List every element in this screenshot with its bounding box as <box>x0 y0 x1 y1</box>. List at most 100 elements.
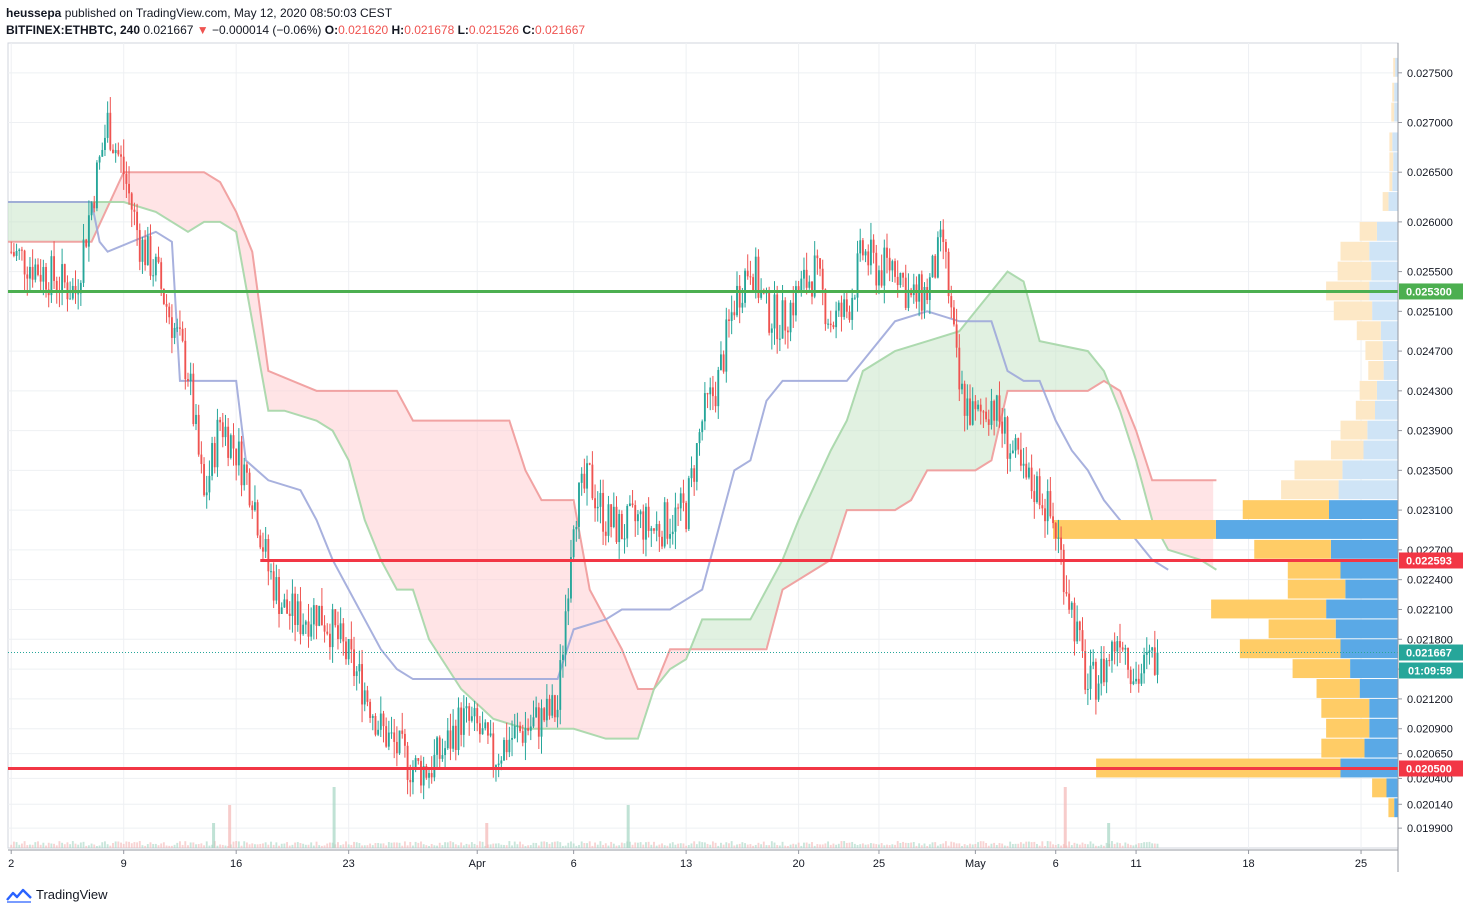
volume-bar <box>406 845 409 848</box>
candle <box>109 97 112 152</box>
horizontal-levels[interactable] <box>8 289 1398 770</box>
candle <box>468 702 471 736</box>
candle <box>1060 526 1063 565</box>
candle <box>928 273 931 315</box>
volume-bar <box>497 843 500 848</box>
volume-bar <box>835 844 838 848</box>
x-tick-label: 13 <box>680 858 692 870</box>
author-name[interactable]: heussepa <box>6 6 62 20</box>
candle-body <box>304 621 307 625</box>
candle-body <box>1054 523 1057 539</box>
candle-body <box>176 327 179 329</box>
volume-bar <box>642 844 645 848</box>
volume-bar <box>1044 845 1046 848</box>
candle <box>208 460 211 501</box>
candle <box>1057 519 1060 554</box>
candle-body <box>537 707 540 737</box>
volume-bar <box>478 841 481 848</box>
candle <box>768 286 771 336</box>
candle <box>12 243 15 258</box>
volume-bar <box>634 842 637 848</box>
candle-body <box>130 193 133 210</box>
volume-bar <box>1003 845 1006 848</box>
candle <box>720 341 722 371</box>
candle-body <box>757 256 760 298</box>
candle <box>891 259 894 282</box>
candle-body <box>792 302 795 316</box>
candle <box>350 621 353 664</box>
candle <box>634 500 637 537</box>
volume-bar <box>61 842 64 848</box>
vp-down-bar <box>1369 718 1398 738</box>
candle-body <box>580 473 583 483</box>
candle <box>947 248 950 304</box>
candle-body <box>596 506 599 509</box>
candle <box>977 400 979 412</box>
candle-body <box>570 557 572 599</box>
vp-down-bar <box>1364 738 1398 758</box>
vp-up-bar <box>1355 400 1375 420</box>
vp-up-bar <box>1292 659 1351 679</box>
candle-body <box>26 274 29 279</box>
volume-bar <box>387 842 390 848</box>
volume-bar <box>1030 842 1033 848</box>
candle-body <box>572 529 575 558</box>
candle <box>540 699 543 754</box>
volume-bar <box>521 844 524 848</box>
candle-body <box>1014 438 1017 451</box>
brand-name[interactable]: TradingView <box>36 887 108 902</box>
vp-up-bar <box>1382 192 1389 211</box>
volume-bar <box>904 842 907 848</box>
volume-bar <box>173 844 176 848</box>
candle <box>794 280 797 322</box>
volume-bar <box>939 844 942 848</box>
candle-body <box>347 639 350 660</box>
candle <box>532 700 535 729</box>
volume-bar <box>728 843 730 848</box>
volume-bar <box>714 842 717 848</box>
volume-bar <box>931 842 934 848</box>
candle-body <box>497 763 500 766</box>
candle <box>444 740 447 770</box>
volume-bar <box>827 841 830 848</box>
symbol-label[interactable]: BITFINEX:ETHBTC, 240 <box>6 23 141 37</box>
volume-bar <box>762 841 765 848</box>
candle-body <box>677 507 680 509</box>
volume-bar <box>398 842 401 848</box>
candle <box>409 764 412 797</box>
candle-body <box>165 304 168 307</box>
volume-bar <box>130 843 133 848</box>
candle-body <box>773 294 776 329</box>
volume-bar <box>982 841 985 848</box>
volume-bar <box>867 844 870 848</box>
volume-bar <box>1038 845 1041 848</box>
volume-bar <box>995 844 998 848</box>
volume-bar <box>974 844 977 848</box>
volume-bar <box>10 844 13 848</box>
candle <box>334 609 337 628</box>
candle-body <box>1092 661 1095 666</box>
candle-body <box>961 383 963 390</box>
candle <box>859 228 862 262</box>
candle-body <box>553 695 556 718</box>
candle-body <box>454 725 457 750</box>
candle <box>1073 597 1076 656</box>
candle <box>122 139 125 190</box>
candle-body <box>840 302 843 317</box>
volume-bar <box>208 845 211 848</box>
candle-body <box>500 760 503 764</box>
tradingview-logo-icon[interactable] <box>6 886 32 904</box>
candle <box>1081 617 1084 658</box>
volume-bar <box>144 845 147 848</box>
candle-body <box>1156 652 1159 675</box>
volume-bar <box>864 844 867 848</box>
candle-body <box>195 414 197 425</box>
candle-body <box>1006 417 1009 459</box>
volume-bar <box>403 841 406 848</box>
candle-body <box>133 209 136 212</box>
candle-body <box>926 287 929 300</box>
candle-body <box>861 240 864 256</box>
candle-body <box>1116 641 1119 652</box>
